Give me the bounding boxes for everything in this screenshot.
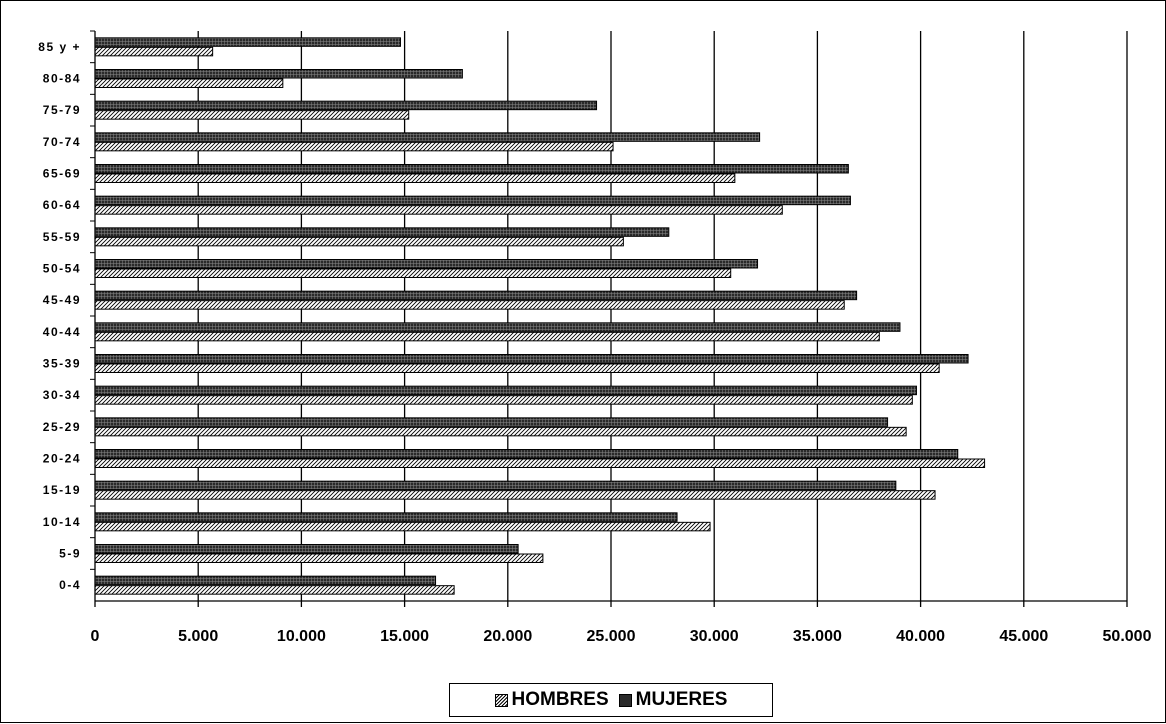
x-tick-label: 45.000 [999,628,1048,645]
bar-hombres [94,585,455,595]
bar-hombres [94,268,732,278]
bar-mujeres [94,290,858,301]
bar-hombres [94,363,940,373]
x-tick-label: 5.000 [178,628,218,645]
legend-label-mujeres: MUJERES [635,689,728,710]
bar-hombres [94,300,845,310]
y-tick-label: 50-54 [43,262,81,276]
x-tick-label: 20.000 [483,628,532,645]
legend: HOMBRES MUJERES [449,683,773,717]
x-tick-label: 10.000 [277,628,326,645]
y-tick-label: 15-19 [43,483,81,497]
bar-mujeres [94,544,519,554]
legend-item-hombres: HOMBRES [494,689,609,711]
bar-mujeres [94,417,889,427]
bar-mujeres [94,259,759,269]
gridlines [197,31,1128,601]
bar-mujeres [94,512,678,522]
y-tick-label: 65-69 [43,167,81,181]
y-tick-label: 25-29 [43,420,81,434]
x-tick-label: 40.000 [896,628,945,645]
bar-mujeres [94,385,917,396]
bar-mujeres [94,354,969,364]
bar-mujeres [94,132,761,142]
hombres-swatch [494,693,508,707]
x-tick-label: 30.000 [690,628,739,645]
bar-hombres [94,331,880,342]
x-tick-labels: 0 5.000 10.000 15.000 20.000 25.000 30.000 35.0… [91,628,1152,645]
y-tick-label: 80-84 [43,72,81,86]
axes [90,30,1128,607]
bar-hombres [94,236,624,247]
bar-hombres [94,173,736,183]
bar-mujeres [94,322,901,332]
y-tick-label: 85 y + [38,40,81,54]
bar-hombres [94,553,544,563]
bar-mujeres [94,575,437,586]
y-tick-labels: 0-4 5-9 10-14 15-19 20-24 25-29 30-34 35-39 40-4… [38,40,81,592]
y-tick-label: 70-74 [43,135,81,149]
bar-hombres [94,426,907,437]
bar-hombres [94,78,284,88]
y-tick-label: 30-34 [43,388,81,402]
bar-mujeres [94,195,851,206]
bar-hombres [94,141,614,152]
y-tick-label: 60-64 [43,198,81,212]
legend-label-hombres: HOMBRES [511,689,609,710]
y-tick-label: 40-44 [43,325,81,339]
bar-hombres [94,521,711,532]
bar-mujeres [94,480,897,491]
bar-hombres [94,490,936,500]
bar-hombres [94,110,410,120]
legend-item-mujeres: MUJERES [618,689,728,711]
x-tick-label: 0 [91,628,100,645]
bar-mujeres [94,449,959,459]
bar-hombres [94,205,783,215]
bar-hombres [94,395,913,405]
x-tick-label: 15.000 [380,628,429,645]
bar-mujeres [94,227,670,237]
bar-hombres [94,46,214,57]
x-tick-label: 50.000 [1103,628,1152,645]
bar-mujeres [94,37,401,47]
y-tick-label: 0-4 [59,578,81,592]
bar-mujeres [94,69,463,79]
bar-mujeres [94,164,849,174]
y-tick-label: 55-59 [43,230,81,244]
y-tick-label: 5-9 [59,547,81,561]
mujeres-swatch [618,693,632,707]
y-tick-label: 20-24 [43,452,81,466]
bar-mujeres [94,100,598,111]
x-tick-label: 25.000 [587,628,636,645]
x-tick-label: 35.000 [793,628,842,645]
y-tick-label: 35-39 [43,357,81,371]
y-tick-label: 75-79 [43,103,81,117]
y-tick-label: 45-49 [43,293,81,307]
bar-hombres [94,458,986,468]
bars [94,37,986,595]
y-tick-label: 10-14 [43,515,81,529]
